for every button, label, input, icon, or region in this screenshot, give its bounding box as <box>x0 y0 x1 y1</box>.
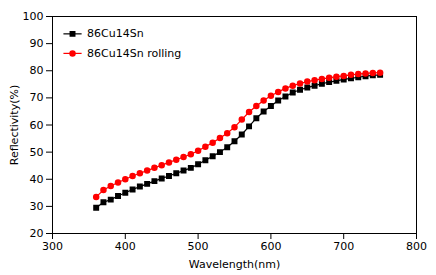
svg-text:800: 800 <box>406 240 427 253</box>
svg-text:50: 50 <box>30 146 44 159</box>
svg-text:60: 60 <box>30 119 44 132</box>
svg-text:100: 100 <box>23 10 44 23</box>
svg-text:Reflectivity(%): Reflectivity(%) <box>8 85 21 165</box>
svg-text:20: 20 <box>30 227 44 240</box>
svg-text:400: 400 <box>115 240 136 253</box>
svg-text:600: 600 <box>260 240 281 253</box>
svg-text:30: 30 <box>30 200 44 213</box>
svg-text:300: 300 <box>42 240 63 253</box>
svg-text:86Cu14Sn rolling: 86Cu14Sn rolling <box>87 47 181 60</box>
svg-text:700: 700 <box>333 240 354 253</box>
svg-text:80: 80 <box>30 64 44 77</box>
svg-text:500: 500 <box>188 240 209 253</box>
svg-text:90: 90 <box>30 37 44 50</box>
svg-text:Wavelength(nm): Wavelength(nm) <box>189 258 281 271</box>
svg-text:70: 70 <box>30 91 44 104</box>
svg-text:40: 40 <box>30 173 44 186</box>
svg-text:86Cu14Sn: 86Cu14Sn <box>87 27 144 40</box>
